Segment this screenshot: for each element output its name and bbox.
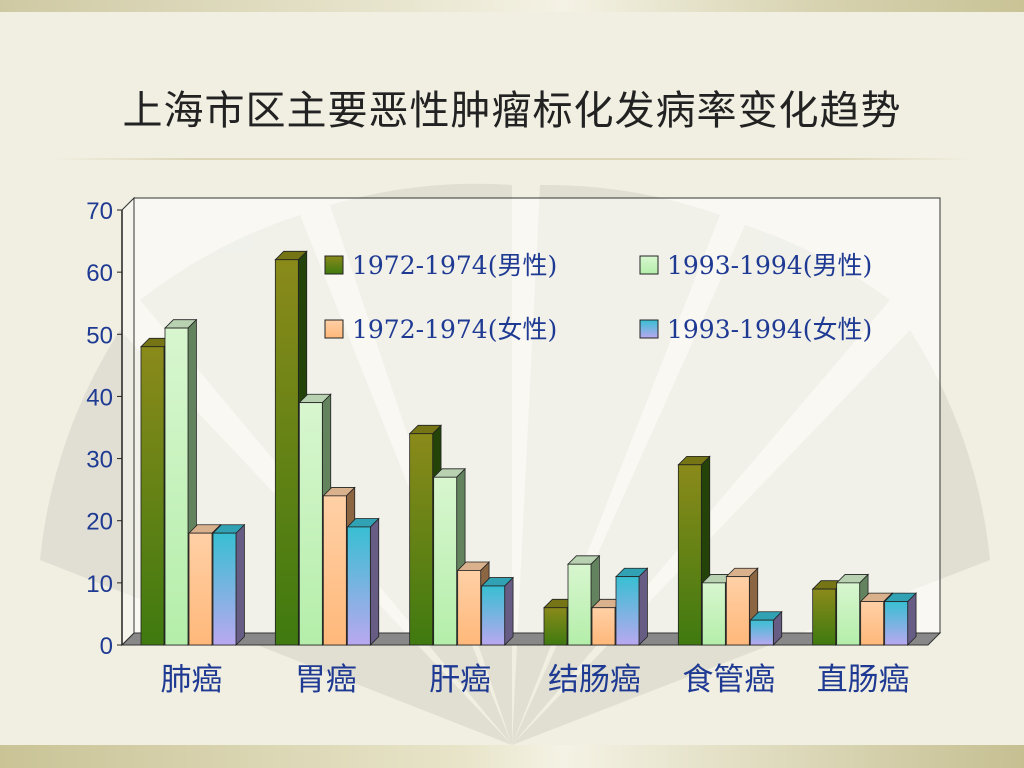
y-tick-label: 70	[86, 198, 113, 225]
bottom-decorative-band	[0, 745, 1024, 768]
bar-front	[164, 327, 189, 646]
bar-side	[504, 576, 514, 646]
plot-area	[133, 197, 941, 634]
bar-front	[591, 607, 616, 646]
bar	[615, 567, 649, 646]
legend-item: 1972-1974(男性)	[324, 251, 557, 280]
top-decorative-band	[0, 0, 1024, 12]
y-tick-label: 30	[86, 447, 113, 474]
bar-front	[567, 563, 592, 646]
bar-front	[860, 601, 885, 646]
legend-swatch	[324, 255, 344, 275]
x-category-label: 胃癌	[295, 662, 357, 698]
bar-side	[638, 567, 648, 646]
legend-label: 1993-1994(女性)	[667, 315, 872, 344]
bar-front	[749, 619, 774, 646]
x-category-label: 结肠癌	[548, 662, 641, 698]
bar	[749, 610, 783, 646]
bar-front	[615, 576, 640, 646]
bar	[567, 554, 601, 646]
bar-front	[543, 607, 568, 646]
y-tick-label: 60	[86, 260, 113, 287]
bar-front	[836, 582, 861, 646]
bar-front	[701, 582, 726, 646]
y-tick-label: 10	[86, 571, 113, 598]
bar	[480, 576, 515, 646]
bar-side	[369, 517, 380, 646]
bar-front	[409, 433, 434, 646]
bar-front	[322, 495, 347, 646]
legend-item: 1972-1974(女性)	[324, 315, 557, 344]
y-tick-label: 50	[86, 322, 113, 349]
bar-front	[457, 570, 482, 646]
chart-left-wall	[121, 196, 135, 647]
bar-front	[725, 576, 750, 646]
bar-front	[812, 588, 837, 646]
x-category-label: 直肠癌	[817, 662, 910, 698]
y-tick-label: 0	[100, 633, 113, 660]
bar-front	[298, 402, 323, 646]
y-tick-label: 40	[86, 384, 113, 411]
bar-front	[481, 585, 506, 646]
legend-swatch	[639, 255, 659, 275]
legend-swatch	[639, 319, 659, 339]
bar-front	[274, 259, 299, 646]
x-category-label: 食管癌	[682, 662, 775, 698]
legend-label: 1972-1974(男性)	[352, 251, 557, 280]
bar-front	[884, 601, 909, 646]
slide-title: 上海市区主要恶性肿瘤标化发病率变化趋势	[122, 88, 902, 134]
bar-front	[188, 532, 213, 646]
legend-item: 1993-1994(男性)	[639, 251, 872, 280]
x-category-label: 肝癌	[429, 662, 491, 698]
bar	[883, 592, 918, 646]
bar-front	[212, 532, 237, 646]
bar	[212, 523, 246, 646]
x-category-label: 肺癌	[161, 662, 223, 698]
bar-front	[677, 464, 702, 646]
legend-item: 1993-1994(女性)	[639, 315, 872, 344]
bar-side	[907, 592, 917, 646]
y-tick-label: 20	[86, 509, 113, 536]
legend-label: 1972-1974(女性)	[352, 315, 557, 344]
bar	[677, 455, 711, 646]
bar-front	[433, 476, 458, 646]
bar-side	[235, 523, 245, 646]
legend-swatch	[324, 319, 344, 339]
title-divider	[50, 158, 974, 160]
bar-front	[140, 346, 165, 646]
bar-front	[346, 526, 371, 646]
legend-label: 1993-1994(男性)	[667, 251, 872, 280]
bar	[346, 517, 380, 646]
